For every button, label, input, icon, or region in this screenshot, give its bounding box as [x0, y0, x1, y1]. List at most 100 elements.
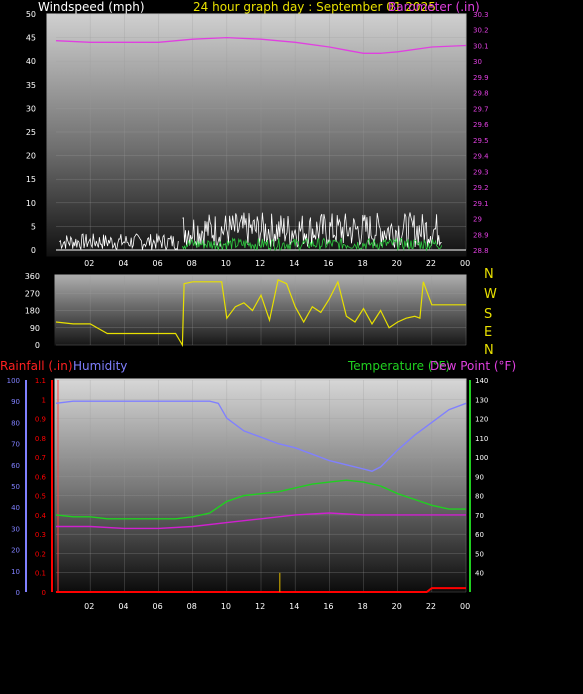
rainfall-line: [56, 587, 466, 593]
wind-x-tick: 10: [221, 259, 231, 268]
wind-panel: [45, 12, 468, 258]
rain-y-tick: 0.9: [35, 416, 46, 424]
thermo-x-tick: 04: [118, 602, 128, 611]
barometer-y-tick: 30.1: [473, 42, 489, 50]
thermo-x-tick: 18: [358, 602, 368, 611]
wind-x-tick: 00: [460, 259, 470, 268]
wind-y-tick: 30: [26, 104, 36, 113]
wind-gust-line-day: [182, 212, 442, 248]
thermo-x-tick: 16: [323, 602, 333, 611]
thermo-x-tick: 14: [289, 602, 299, 611]
direction-y-tick: 90: [30, 324, 40, 333]
compass-n-bottom: N: [484, 343, 494, 358]
rainfall-title: Rainfall (.in): [0, 359, 73, 373]
humidity-y-tick: 70: [11, 441, 20, 449]
thermo-panel: [53, 377, 468, 594]
thermo-x-tick: 12: [255, 602, 265, 611]
wind-y-tick: 45: [26, 34, 36, 43]
wind-y-tick: 40: [26, 57, 36, 66]
temp-y-tick: 110: [475, 435, 488, 443]
barometer-y-tick: 29.9: [473, 74, 489, 82]
wind-x-tick: 20: [392, 259, 402, 268]
rain-y-tick: 0.2: [35, 550, 46, 558]
compass-w: W: [484, 287, 497, 302]
rain-y-tick: 0: [42, 589, 46, 597]
wind-x-tick: 04: [118, 259, 128, 268]
direction-y-tick: 0: [35, 341, 40, 350]
thermo-x-tick: 08: [187, 602, 197, 611]
temp-y-tick: 130: [475, 396, 488, 404]
barometer-y-tick: 29.6: [473, 121, 489, 129]
thermo-x-tick: 10: [221, 602, 231, 611]
graph-title: 24 hour graph day : September 01 2025: [193, 0, 436, 14]
temp-y-tick: 60: [475, 531, 484, 539]
compass-s: S: [484, 307, 492, 322]
wind-direction-line: [55, 278, 466, 348]
wind-x-tick: 08: [187, 259, 197, 268]
wind-x-tick: 14: [289, 259, 299, 268]
wind-average-line: [182, 237, 443, 252]
rain-y-tick: 1.1: [35, 377, 46, 385]
temp-y-tick: 120: [475, 416, 488, 424]
rain-y-tick: 0.4: [35, 512, 47, 520]
direction-y-tick: 180: [25, 307, 40, 316]
barometer-y-tick: 30.2: [473, 27, 489, 35]
temp-y-tick: 50: [475, 550, 484, 558]
barometer-y-tick: 29.5: [473, 137, 489, 145]
direction-panel: [53, 273, 468, 347]
wind-x-tick: 22: [426, 259, 436, 268]
wind-x-tick: 02: [84, 259, 94, 268]
dewpoint-line: [56, 512, 466, 530]
humidity-line: [55, 400, 467, 472]
wind-y-tick: 0: [31, 246, 36, 255]
rain-y-tick: 0.8: [35, 435, 46, 443]
barometer-y-tick: 29.4: [473, 153, 489, 161]
wind-y-tick: 25: [26, 128, 36, 137]
wind-gust-line-morning: [59, 233, 179, 251]
barometer-y-tick: 29.1: [473, 200, 489, 208]
humidity-title: Humidity: [73, 359, 127, 373]
barometer-y-tick: 29.8: [473, 90, 489, 98]
temp-y-tick: 140: [475, 377, 488, 385]
rain-y-tick: 1: [42, 396, 46, 404]
barometer-y-tick: 30: [473, 58, 482, 66]
wind-y-tick: 15: [26, 175, 36, 184]
wind-x-tick: 06: [153, 259, 163, 268]
barometer-y-tick: 29.2: [473, 184, 489, 192]
wind-y-tick: 10: [26, 199, 36, 208]
thermo-x-tick: 22: [426, 602, 436, 611]
thermo-x-tick: 02: [84, 602, 94, 611]
barometer-y-tick: 29.7: [473, 105, 489, 113]
humidity-y-tick: 40: [11, 504, 20, 512]
thermo-x-tick: 00: [460, 602, 470, 611]
direction-y-tick: 360: [25, 272, 40, 281]
temp-y-tick: 80: [475, 493, 484, 501]
humidity-y-tick: 90: [11, 398, 20, 406]
humidity-y-tick: 50: [11, 483, 20, 491]
barometer-line: [55, 36, 467, 54]
temp-y-tick: 40: [475, 570, 484, 578]
humidity-y-tick: 100: [7, 377, 20, 385]
barometer-y-tick: 29.3: [473, 168, 489, 176]
thermo-x-tick: 20: [392, 602, 402, 611]
temp-y-tick: 90: [475, 473, 484, 481]
wind-x-tick: 18: [358, 259, 368, 268]
wind-y-tick: 35: [26, 81, 36, 90]
wind-y-tick: 20: [26, 152, 36, 161]
humidity-y-tick: 30: [11, 525, 20, 533]
humidity-y-tick: 20: [11, 547, 20, 555]
wind-y-tick: 50: [26, 10, 36, 19]
temperature-line: [55, 479, 466, 520]
barometer-title: Barometer (.in): [388, 0, 480, 14]
barometer-y-tick: 28.9: [473, 231, 489, 239]
rain-y-tick: 0.1: [35, 570, 46, 578]
wind-x-tick: 16: [323, 259, 333, 268]
rain-y-tick: 0.6: [35, 473, 47, 481]
windspeed-title: Windspeed (mph): [38, 0, 145, 14]
humidity-y-tick: 80: [11, 419, 20, 427]
humidity-y-tick: 10: [11, 568, 20, 576]
barometer-y-tick: 29: [473, 216, 482, 224]
wind-y-tick: 5: [31, 222, 36, 231]
